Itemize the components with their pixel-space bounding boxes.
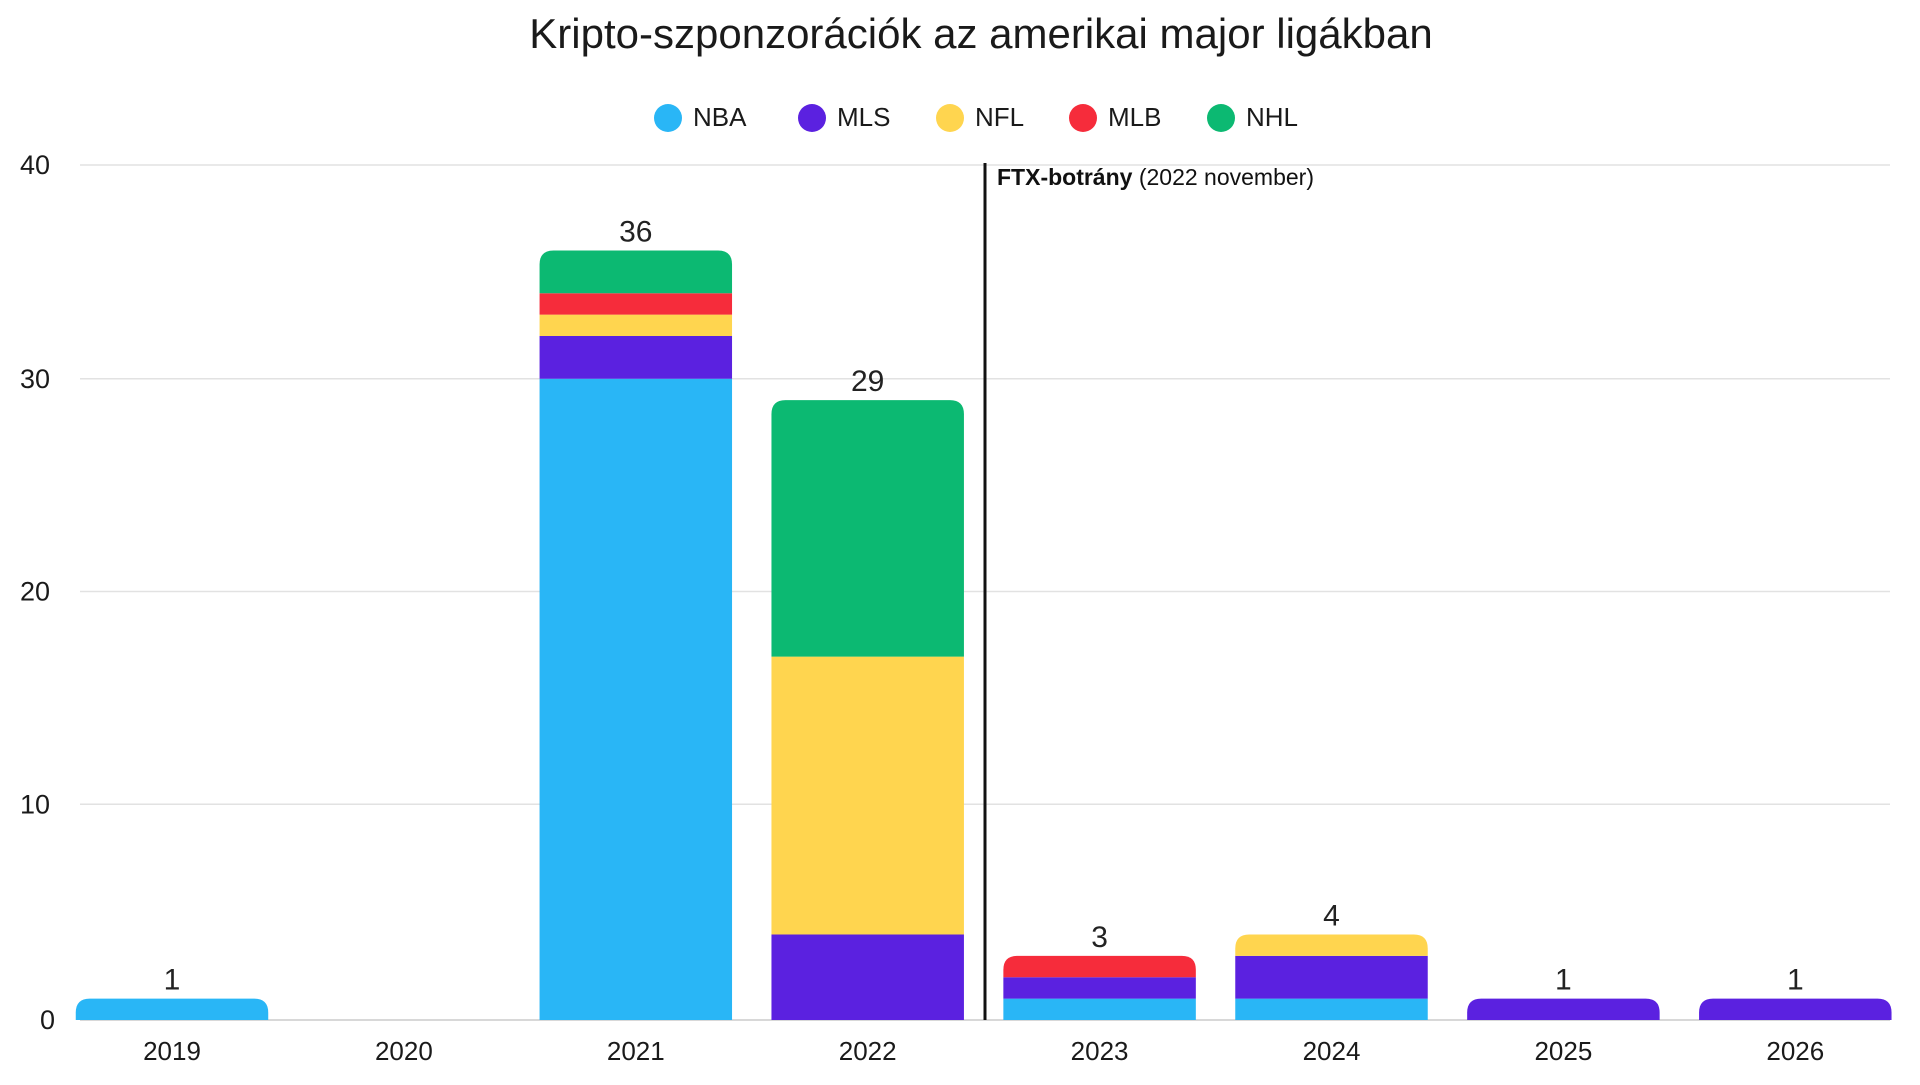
svg-text:4: 4 [1323, 900, 1340, 933]
svg-text:2025: 2025 [1534, 1036, 1592, 1066]
svg-text:FTX-botrány (2022 november): FTX-botrány (2022 november) [997, 164, 1314, 190]
svg-text:2026: 2026 [1766, 1036, 1824, 1066]
svg-text:2024: 2024 [1303, 1036, 1361, 1066]
svg-text:2020: 2020 [375, 1036, 433, 1066]
svg-text:1: 1 [164, 964, 181, 997]
svg-text:2023: 2023 [1071, 1036, 1129, 1066]
svg-text:2022: 2022 [839, 1036, 897, 1066]
svg-text:29: 29 [851, 365, 884, 398]
svg-text:36: 36 [619, 216, 652, 249]
svg-text:3: 3 [1091, 921, 1108, 954]
svg-text:NBA: NBA [693, 102, 747, 132]
svg-text:30: 30 [20, 364, 50, 394]
svg-text:20: 20 [20, 577, 50, 607]
svg-text:NHL: NHL [1246, 102, 1298, 132]
svg-text:Kripto-szponzorációk az amerik: Kripto-szponzorációk az amerikai major l… [529, 10, 1432, 57]
svg-text:2019: 2019 [143, 1036, 201, 1066]
svg-text:10: 10 [20, 789, 50, 819]
svg-text:2021: 2021 [607, 1036, 665, 1066]
svg-text:1: 1 [1787, 964, 1804, 997]
svg-text:0: 0 [40, 1005, 55, 1035]
svg-text:1: 1 [1555, 964, 1572, 997]
svg-text:MLB: MLB [1108, 102, 1161, 132]
svg-text:40: 40 [20, 150, 50, 180]
svg-text:NFL: NFL [975, 102, 1024, 132]
svg-text:MLS: MLS [837, 102, 890, 132]
